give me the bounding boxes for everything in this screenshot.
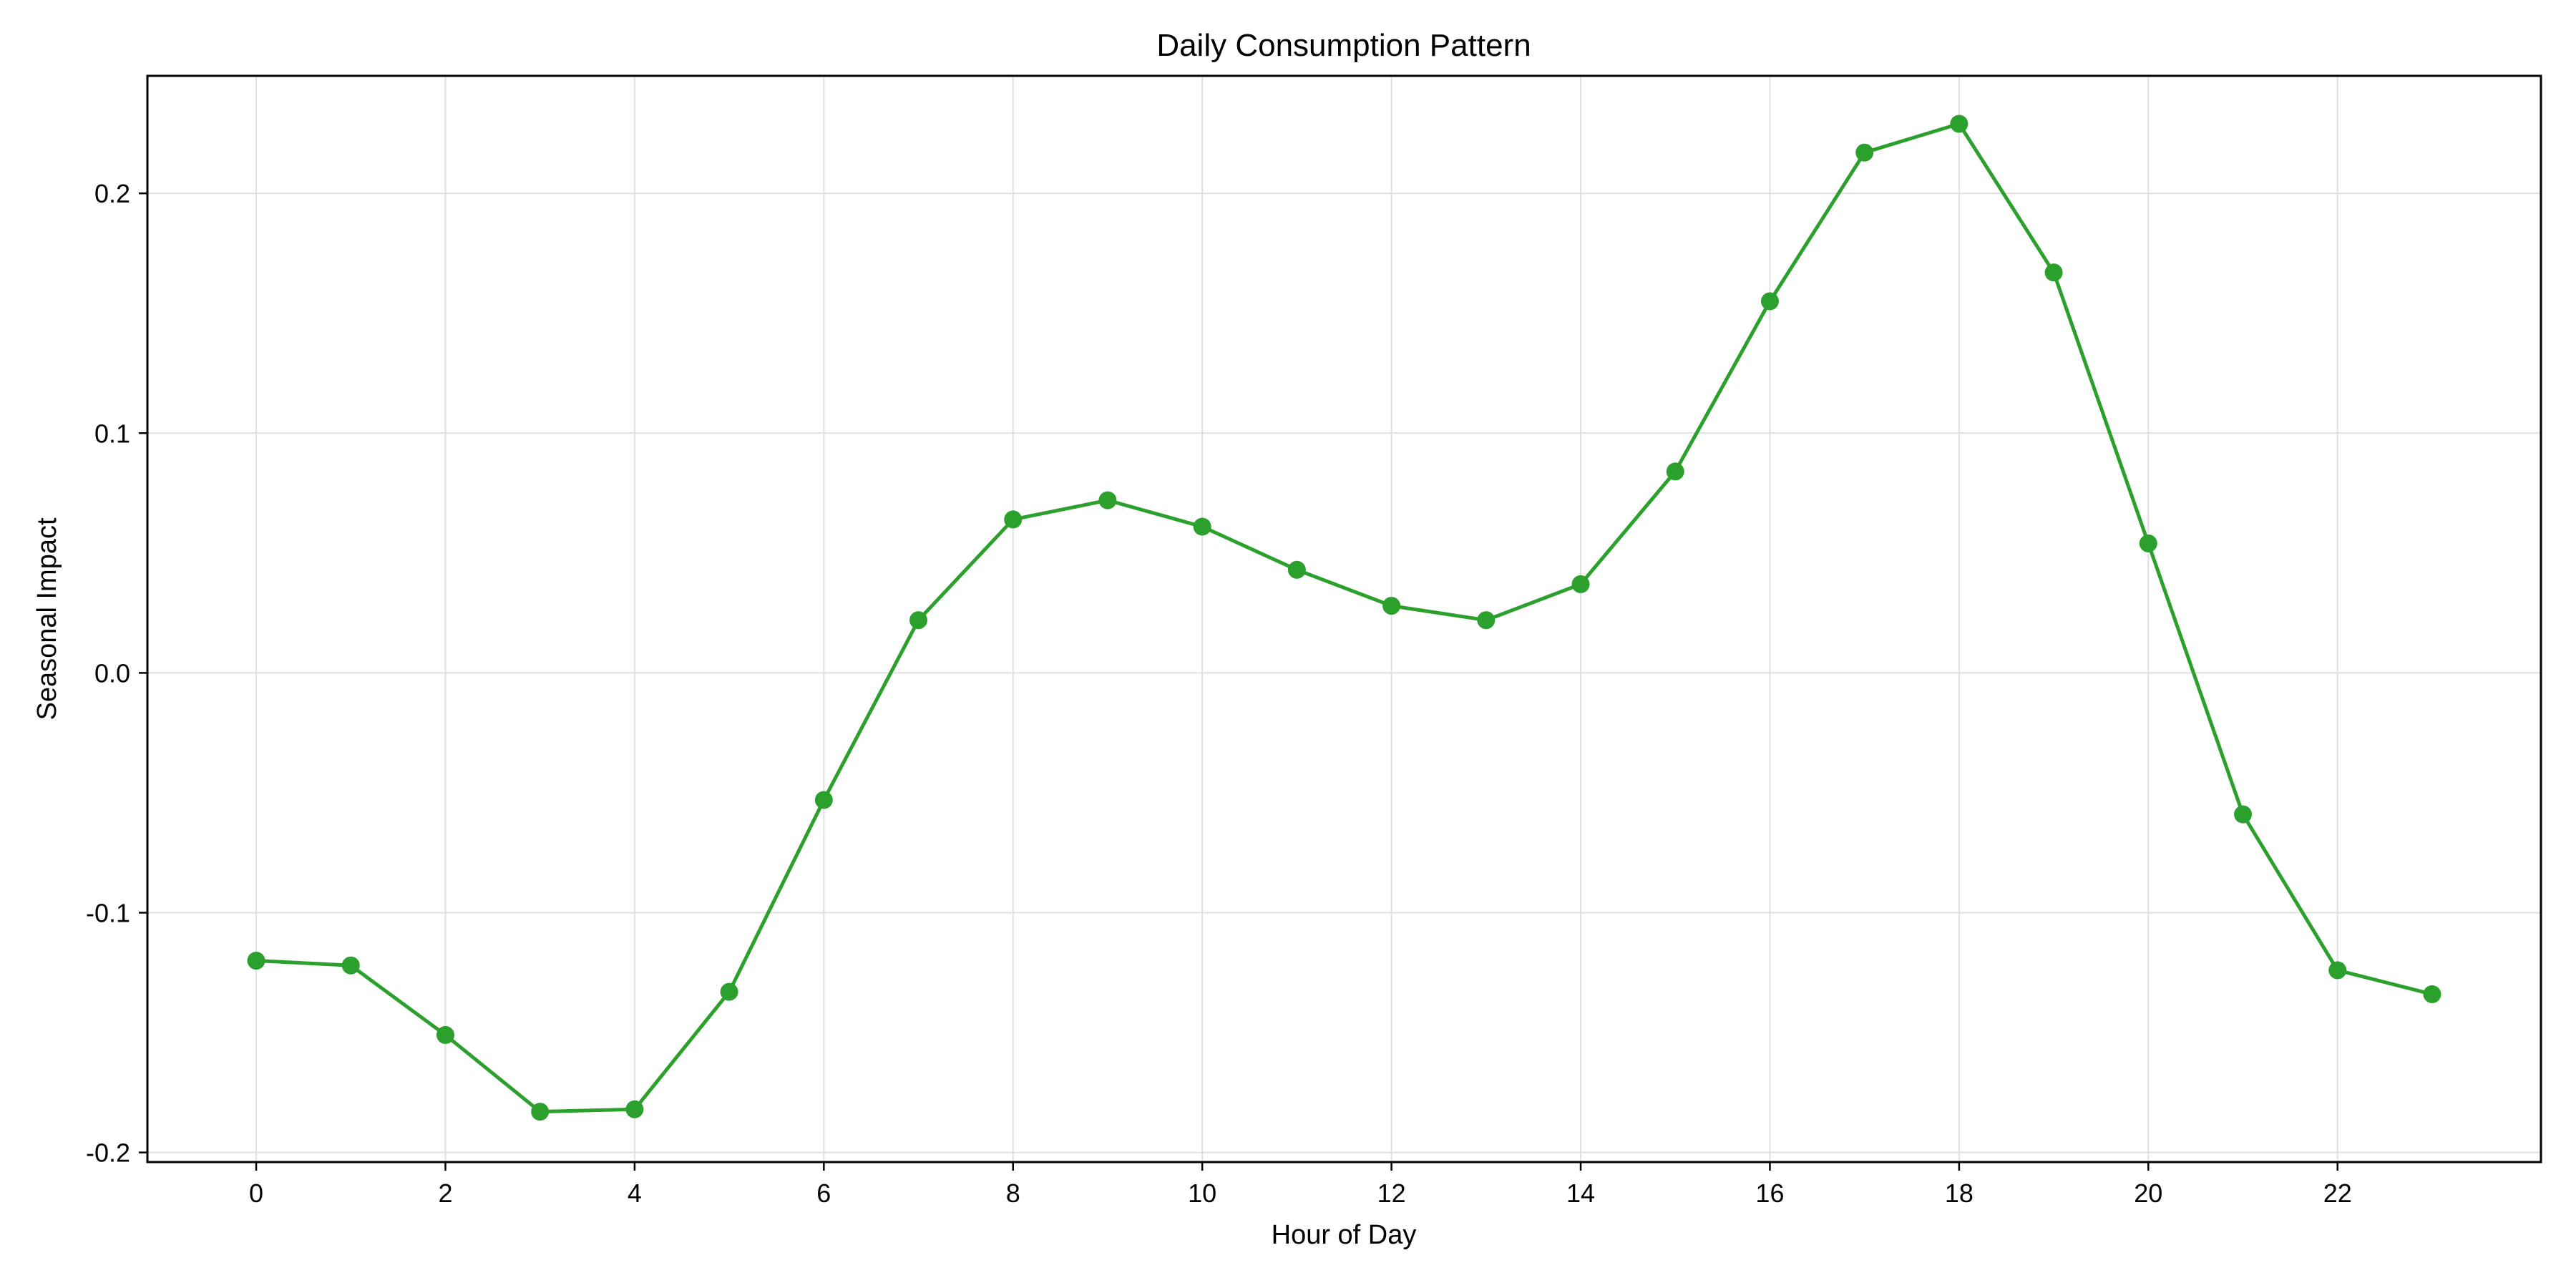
y-axis-label: Seasonal Impact bbox=[32, 517, 62, 720]
x-tick-label: 14 bbox=[1566, 1179, 1595, 1208]
grid bbox=[147, 76, 2541, 1162]
data-point bbox=[247, 952, 265, 970]
x-tick-label: 12 bbox=[1377, 1179, 1406, 1208]
data-point bbox=[436, 1025, 454, 1044]
data-point bbox=[1287, 560, 1306, 579]
y-tick-label: 0.2 bbox=[94, 179, 130, 208]
y-axis: -0.2 -0.1 0.0 0.1 0.2 bbox=[86, 179, 147, 1168]
x-tick-label: 18 bbox=[1945, 1179, 1974, 1208]
data-point bbox=[2044, 263, 2063, 282]
data-point bbox=[1477, 611, 1496, 630]
x-axis-label: Hour of Day bbox=[1272, 1220, 1417, 1250]
data-point bbox=[625, 1100, 644, 1118]
y-tick-label: -0.2 bbox=[86, 1138, 130, 1168]
data-point bbox=[2328, 961, 2347, 980]
series bbox=[247, 114, 2441, 1121]
data-point bbox=[1855, 143, 1874, 162]
x-tick-label: 16 bbox=[1755, 1179, 1784, 1208]
data-point bbox=[720, 982, 738, 1001]
data-point bbox=[814, 791, 833, 809]
data-point bbox=[1382, 597, 1401, 615]
x-tick-label: 8 bbox=[1006, 1179, 1020, 1208]
data-point bbox=[1004, 510, 1023, 529]
chart-title: Daily Consumption Pattern bbox=[1156, 28, 1531, 63]
x-tick-label: 2 bbox=[438, 1179, 452, 1208]
x-tick-label: 0 bbox=[249, 1179, 263, 1208]
data-point bbox=[1193, 517, 1211, 536]
data-point bbox=[2423, 985, 2441, 1003]
data-point bbox=[1666, 462, 1684, 481]
plot-frame bbox=[146, 74, 2542, 1163]
data-point bbox=[1950, 114, 1968, 133]
data-point bbox=[341, 956, 360, 975]
x-tick-label: 22 bbox=[2323, 1179, 2352, 1208]
y-tick-label: 0.1 bbox=[94, 419, 130, 448]
data-point bbox=[1098, 491, 1117, 509]
data-point bbox=[2234, 805, 2253, 824]
data-point bbox=[1760, 292, 1779, 311]
y-tick-label: -0.1 bbox=[86, 898, 130, 927]
x-tick-label: 10 bbox=[1188, 1179, 1216, 1208]
series-line bbox=[255, 122, 2433, 1114]
data-point bbox=[909, 611, 928, 630]
x-tick-label: 4 bbox=[628, 1179, 642, 1208]
x-tick-label: 20 bbox=[2134, 1179, 2162, 1208]
data-point bbox=[2139, 534, 2157, 552]
x-axis: 0 2 4 6 8 10 12 14 16 18 20 22 bbox=[249, 1162, 2352, 1208]
data-point bbox=[531, 1103, 550, 1121]
data-point bbox=[1571, 575, 1590, 593]
y-tick-label: 0.0 bbox=[94, 658, 130, 688]
x-tick-label: 6 bbox=[816, 1179, 831, 1208]
